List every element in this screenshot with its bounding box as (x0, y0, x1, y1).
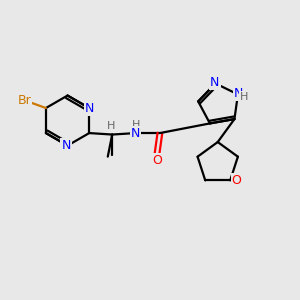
Text: O: O (232, 174, 242, 187)
Text: O: O (152, 154, 162, 167)
Text: H: H (240, 92, 249, 102)
Text: N: N (61, 139, 71, 152)
Text: Br: Br (17, 94, 31, 107)
Text: N: N (210, 76, 220, 89)
Text: H: H (107, 121, 116, 131)
Text: N: N (234, 87, 243, 100)
Text: H: H (132, 120, 140, 130)
Text: N: N (131, 127, 140, 140)
Text: N: N (85, 101, 94, 115)
